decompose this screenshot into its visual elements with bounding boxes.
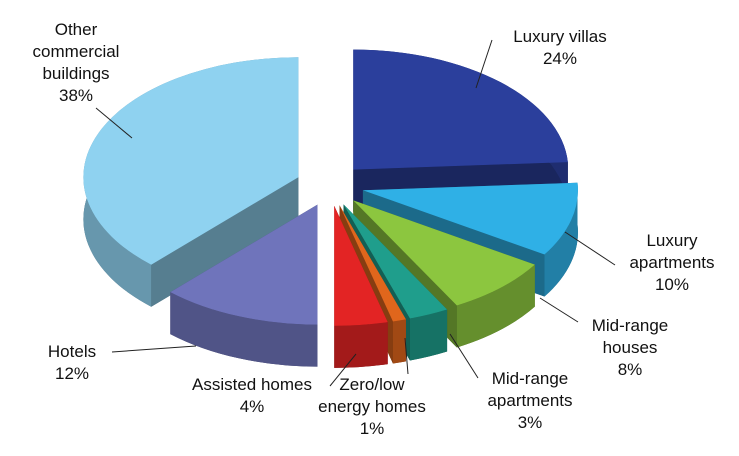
slice-wall [392, 319, 406, 364]
category-label: Other commercial buildings [32, 20, 120, 83]
value-label: 10% [654, 275, 690, 294]
leader-line [449, 333, 479, 379]
slice-label: Mid-range houses 8% [592, 315, 669, 381]
leader-line [475, 39, 493, 89]
slice-top [362, 182, 578, 255]
value-label: 1% [359, 419, 385, 438]
slice-top [334, 205, 388, 326]
leader-line [404, 337, 409, 375]
slice-label: Zero/low energy homes 1% [318, 374, 426, 440]
slice [170, 204, 318, 367]
value-label: 3% [517, 413, 543, 432]
value-label: 12% [54, 364, 90, 383]
category-label: Hotels [47, 342, 97, 361]
category-label: Zero/low energy homes [318, 375, 426, 416]
leader-line [111, 345, 197, 353]
category-label: Assisted homes [192, 375, 312, 394]
category-label: Luxury villas [513, 27, 607, 46]
slice-label: Assisted homes 4% [192, 374, 312, 418]
slice-label: Luxury apartments 10% [629, 230, 714, 296]
slice-wall [170, 292, 318, 367]
leader-line [564, 231, 616, 266]
slice-wall [456, 264, 535, 348]
slice-label: Luxury villas 24% [513, 26, 607, 70]
slice [334, 205, 388, 368]
slice-wall [544, 182, 578, 297]
slice-top [170, 204, 318, 325]
slice-wall [334, 322, 388, 368]
slice [83, 57, 299, 307]
slice-top [83, 57, 299, 265]
slice-label: Hotels 12% [48, 341, 96, 385]
slice-label: Other commercial buildings 38% [33, 19, 120, 107]
value-label: 8% [617, 360, 643, 379]
category-label: Mid-range apartments [487, 369, 573, 410]
slice-side [151, 177, 299, 307]
leader-line [95, 107, 133, 139]
slice-top [339, 205, 406, 322]
value-label: 38% [58, 86, 94, 105]
value-label: 4% [239, 397, 265, 416]
slice-top [353, 49, 568, 170]
leader-line [539, 297, 579, 323]
leader-line [329, 353, 357, 387]
slice-wall [409, 309, 448, 361]
slice-top [343, 204, 448, 319]
slice-label: Mid-range apartments 3% [487, 368, 572, 434]
category-label: Luxury apartments [629, 231, 715, 272]
category-label: Mid-range houses [591, 316, 669, 357]
value-label: 24% [542, 49, 578, 68]
slice [353, 49, 568, 212]
slice-top [353, 200, 535, 306]
